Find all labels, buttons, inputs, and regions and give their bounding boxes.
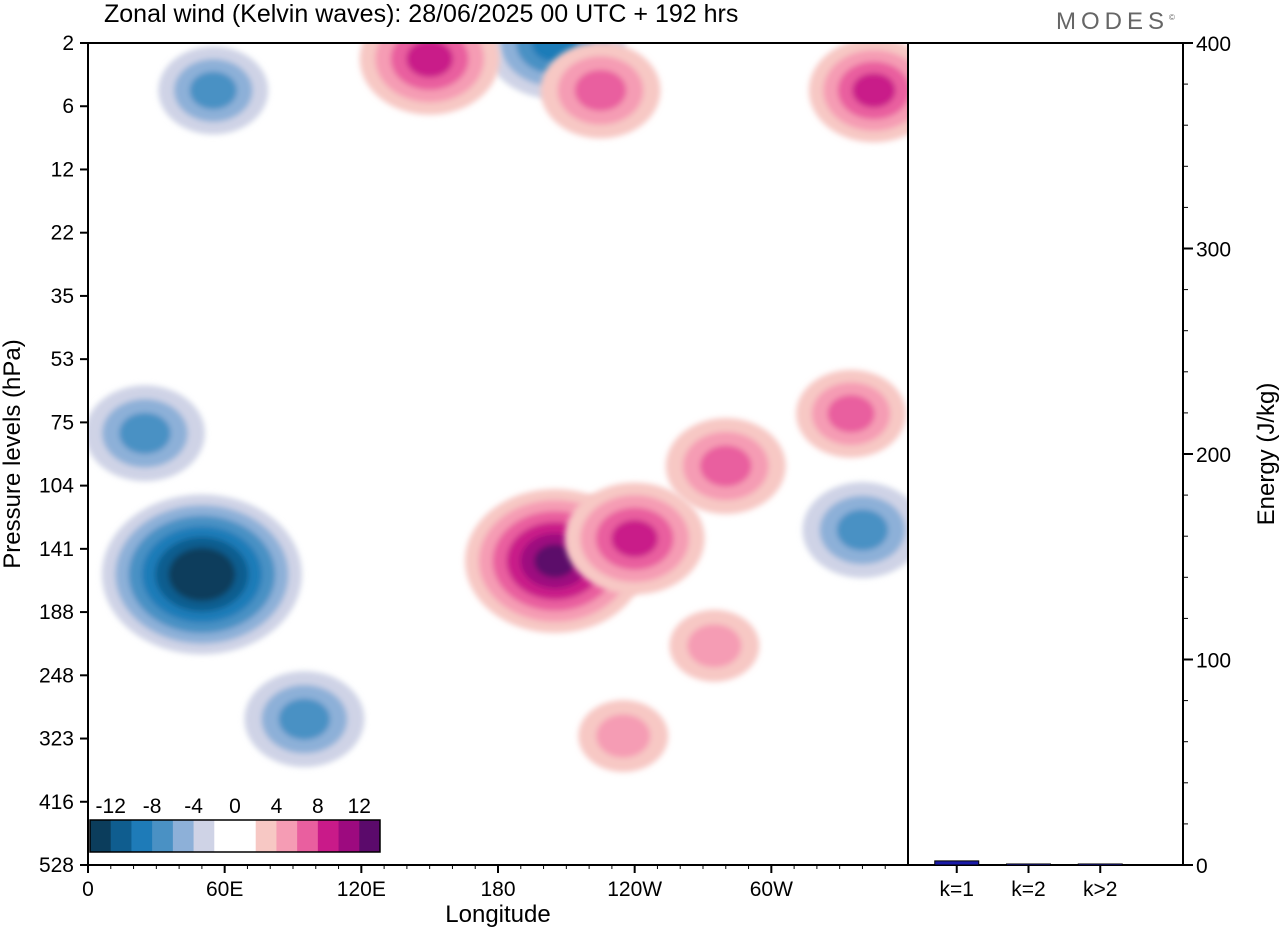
colorbar-label: -8: [143, 795, 162, 818]
field-feature: [101, 494, 302, 655]
energy-bar: [934, 860, 980, 866]
heatmap-field: [88, 43, 908, 773]
y-tick-label: 22: [51, 222, 74, 245]
field-feature: [359, 43, 500, 115]
field-feature: [802, 482, 908, 579]
colorbar-swatch: [235, 820, 257, 852]
x-tick-label: 120W: [607, 878, 662, 901]
colorbar-swatch: [317, 820, 340, 852]
y-tick-label: 188: [39, 601, 74, 624]
y-tick-label: 323: [39, 728, 74, 751]
energy-frame: [907, 42, 1184, 866]
field-contour: [827, 394, 875, 433]
colorbar-swatch: [255, 820, 277, 852]
x-tick-label: 60E: [206, 878, 243, 901]
field-contour: [534, 544, 576, 578]
energy-tick-label: 300: [1196, 239, 1231, 262]
field-feature: [578, 700, 669, 773]
field-contour: [596, 714, 651, 758]
field-contour: [181, 558, 222, 591]
colorbar-swatch: [110, 820, 132, 852]
field-contour: [611, 519, 659, 558]
colorbar-swatch: [359, 820, 381, 852]
x-axis: 0 60E 120E 180 120W 60W: [82, 865, 886, 901]
x-tick-label: 60W: [750, 878, 793, 901]
colorbar-swatch: [172, 820, 195, 852]
x-axis-label: Longitude: [445, 901, 550, 928]
energy-tick-label: 400: [1196, 33, 1231, 56]
field-contour: [852, 73, 896, 108]
energy-bar-panel: 0 100 200 300 400 k=1 k=2 k>2: [907, 33, 1231, 901]
y-tick-label: 2: [62, 32, 74, 55]
field-feature: [540, 43, 661, 139]
colorbar-swatch: [214, 820, 236, 852]
field-contour: [836, 509, 889, 551]
y-tick-label: 528: [39, 854, 74, 877]
field-contour: [189, 71, 237, 110]
colorbar-swatch: [131, 820, 153, 852]
colorbar-label: -12: [96, 795, 126, 818]
field-feature: [244, 671, 365, 768]
colorbar-legend: -12 -8 -4 0 4 8 12: [89, 795, 381, 853]
colorbar-label: -4: [184, 795, 203, 818]
x-tick-label: 180: [480, 878, 515, 901]
colorbar-frame: [89, 819, 381, 853]
energy-tick-label: 0: [1196, 855, 1208, 878]
field-feature: [158, 46, 269, 135]
field-contour: [406, 43, 453, 78]
y-tick-label: 35: [51, 285, 74, 308]
field-feature: [665, 417, 786, 514]
heatmap-frame: [87, 42, 909, 866]
y-axis: 2 6 12 22 35 53 75 104 141 188 248 323 416 528: [39, 32, 88, 877]
field-contour: [700, 445, 752, 487]
logo-mark: ©: [1169, 13, 1175, 22]
y-tick-label: 53: [51, 348, 74, 371]
energy-category-label: k>2: [1083, 878, 1117, 901]
y-tick-label: 75: [51, 411, 74, 434]
energy-category-label: k=2: [1011, 878, 1045, 901]
field-feature: [796, 369, 907, 458]
chart-title: Zonal wind (Kelvin waves): 28/06/2025 00…: [104, 0, 739, 28]
energy-category-label: k=1: [940, 878, 974, 901]
x-tick-label: 0: [82, 878, 94, 901]
y-tick-label: 12: [51, 158, 74, 181]
energy-tick-label: 100: [1196, 650, 1231, 673]
y-tick-label: 141: [39, 538, 74, 561]
field-contour: [278, 698, 331, 740]
field-contour: [574, 69, 627, 111]
colorbar-swatch: [193, 820, 215, 852]
field-feature: [564, 482, 705, 595]
colorbar-swatch: [276, 820, 298, 852]
x-tick-label: 120E: [337, 878, 386, 901]
field-feature: [669, 609, 760, 682]
colorbar-swatch: [297, 820, 319, 852]
y-tick-label: 6: [62, 95, 74, 118]
y-tick-label: 104: [39, 475, 74, 498]
energy-tick-label: 200: [1196, 444, 1231, 467]
colorbar-label: 8: [312, 795, 324, 818]
colorbar-label: 4: [271, 795, 283, 818]
energy-axis-label: Energy (J/kg): [1253, 383, 1280, 526]
colorbar-swatch: [338, 820, 360, 852]
field-contour: [119, 412, 171, 454]
colorbar-label: 0: [229, 795, 241, 818]
logo-text: MODES: [1056, 8, 1170, 35]
colorbar-swatch: [90, 820, 112, 852]
modes-logo: MODES©: [1056, 8, 1175, 36]
field-feature: [88, 385, 205, 482]
field-contour: [687, 624, 742, 668]
field-feature: [808, 43, 908, 143]
colorbar-swatch: [152, 820, 174, 852]
y-tick-label: 416: [39, 791, 74, 814]
plot-frame: [87, 42, 909, 866]
y-tick-label: 248: [39, 664, 74, 687]
y-axis-label: Pressure levels (hPa): [0, 339, 26, 568]
colorbar-label: 12: [348, 795, 371, 818]
